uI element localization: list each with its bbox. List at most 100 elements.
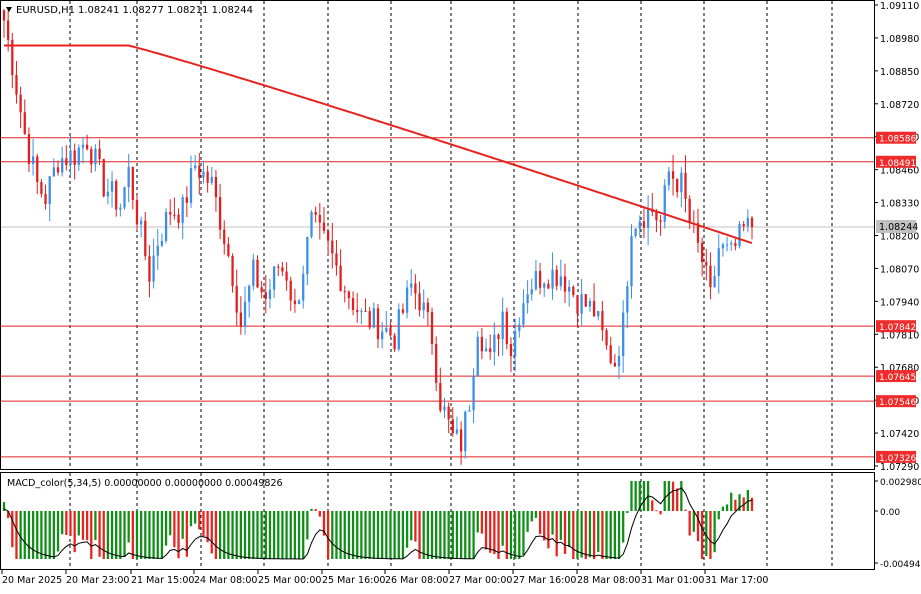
- price-tick: 1.08330: [880, 199, 919, 210]
- macd-bar: [484, 511, 488, 550]
- candle-body: [738, 223, 741, 246]
- macd-bar: [447, 511, 450, 559]
- macd-bar: [405, 511, 409, 548]
- candle-body: [426, 302, 430, 313]
- macd-bar: [609, 511, 612, 559]
- main-chart-frame: [0, 0, 875, 470]
- symbol-label[interactable]: EURUSD,H1: [16, 5, 75, 16]
- macd-bar: [513, 511, 517, 559]
- macd-bar: [526, 511, 529, 532]
- candle-body: [77, 147, 80, 165]
- candle-body: [459, 429, 463, 452]
- macd-bar: [476, 511, 479, 533]
- macd-bar: [281, 511, 284, 559]
- macd-bar: [547, 511, 550, 549]
- candle-body: [339, 265, 342, 292]
- candle-body: [302, 274, 305, 301]
- macd-bar: [385, 511, 388, 559]
- macd-bar: [397, 511, 400, 559]
- macd-bar: [202, 511, 205, 537]
- candle-body: [235, 285, 238, 313]
- candle-body: [414, 283, 417, 294]
- macd-bar: [734, 499, 737, 511]
- level-value: 1.07842: [879, 323, 916, 333]
- candle-body: [44, 193, 47, 205]
- time-tick: 25 Mar 00:00: [258, 575, 321, 586]
- candle-body: [144, 220, 147, 257]
- macd-bar: [347, 511, 351, 559]
- candle-body: [655, 212, 658, 221]
- macd-bar: [725, 504, 729, 511]
- level-value: 1.08586: [879, 135, 916, 145]
- macd-bar: [65, 511, 68, 535]
- dropdown-triangle-icon[interactable]: [6, 7, 12, 12]
- macd-bar: [164, 511, 168, 546]
- macd-bar: [356, 511, 359, 559]
- time-tick: 21 Mar 15:00: [131, 575, 194, 586]
- macd-bar: [493, 511, 496, 555]
- macd-bar: [588, 511, 592, 558]
- macd-bar: [426, 511, 430, 559]
- time-axis[interactable]: 20 Mar 2025 20 Mar 23:00 21 Mar 15:00 24 Ma…: [1, 570, 768, 586]
- candle-body: [443, 406, 446, 411]
- macd-bar: [696, 511, 700, 542]
- macd-bar: [110, 511, 114, 559]
- macd-bar: [459, 511, 463, 559]
- macd-bar: [605, 511, 608, 559]
- candle-body: [638, 221, 641, 229]
- macd-bar: [119, 511, 122, 559]
- candle-body: [696, 223, 700, 243]
- level-value: 1.07645: [879, 373, 916, 383]
- candle-body: [709, 265, 712, 288]
- price-tick: 1.08720: [880, 100, 919, 111]
- candle-body: [642, 221, 646, 228]
- macd-bar: [522, 511, 525, 556]
- candle-body: [646, 208, 650, 228]
- candle-body: [181, 197, 184, 223]
- candle-body: [152, 255, 155, 282]
- candle-body: [513, 330, 517, 357]
- candle-body: [19, 94, 22, 113]
- candle-body: [351, 298, 355, 311]
- candle-body: [700, 242, 704, 263]
- candle-body: [725, 244, 729, 246]
- horizontal-levels: [1, 137, 874, 458]
- candle-body: [464, 411, 467, 452]
- macd-bar: [655, 510, 658, 512]
- macd-bar: [584, 511, 587, 559]
- level-value: 1.08491: [879, 159, 916, 169]
- macd-bar: [40, 511, 43, 559]
- candle-body: [547, 283, 550, 289]
- macd-bar: [123, 511, 126, 557]
- candle-body: [468, 410, 471, 412]
- candle-body: [721, 244, 725, 249]
- macd-bar: [368, 511, 371, 559]
- candle-body: [61, 158, 64, 173]
- macd-bar: [81, 511, 85, 540]
- macd-bar: [671, 481, 675, 511]
- macd-bar: [534, 511, 538, 518]
- candle-body: [156, 245, 159, 256]
- candles: [2, 9, 754, 465]
- candle-body: [730, 243, 733, 245]
- macd-bar: [15, 511, 18, 559]
- macd-bar: [52, 511, 56, 559]
- macd-bar: [56, 511, 60, 552]
- macd-bar: [468, 511, 471, 559]
- macd-bar: [11, 511, 14, 548]
- candle-body: [160, 240, 164, 246]
- candle-body: [331, 240, 334, 254]
- candle-body: [56, 167, 60, 173]
- candle-body: [285, 271, 288, 281]
- candle-body: [418, 293, 421, 311]
- macd-bar: [663, 481, 666, 511]
- price-tick: 1.07940: [880, 297, 919, 308]
- candle-body: [189, 168, 193, 203]
- price-tick: 1.08200: [880, 232, 919, 243]
- macd-bar: [742, 497, 745, 511]
- candle-body: [115, 181, 118, 210]
- macd-bar: [314, 509, 317, 511]
- macd-bar: [364, 511, 367, 559]
